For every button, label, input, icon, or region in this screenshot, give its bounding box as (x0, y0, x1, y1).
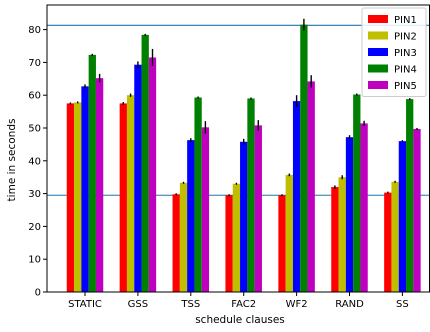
bar-PIN3-TSS (187, 140, 195, 292)
x-tick-label-STATIC: STATIC (68, 299, 102, 310)
bar-PIN2-TSS (179, 182, 188, 292)
legend-label-PIN1: PIN1 (394, 15, 417, 26)
bar-PIN3-WF2 (292, 101, 301, 292)
bar-PIN2-FAC2 (232, 183, 241, 292)
y-tick-label-20: 20 (28, 222, 41, 233)
x-tick-label-GSS: GSS (128, 299, 148, 310)
bar-PIN1-WF2 (278, 195, 286, 292)
x-tick-label-SS: SS (396, 299, 409, 310)
bar-PIN3-RAND (345, 137, 354, 292)
y-tick-label-50: 50 (28, 124, 41, 135)
bar-PIN4-WF2 (300, 24, 308, 293)
bar-PIN4-RAND (353, 94, 361, 292)
legend-label-PIN5: PIN5 (394, 81, 417, 92)
bar-PIN1-TSS (172, 194, 180, 292)
bar-PIN4-GSS (141, 34, 149, 293)
bar-PIN2-RAND (338, 177, 346, 292)
y-tick-label-30: 30 (28, 189, 41, 200)
y-tick-label-70: 70 (28, 58, 41, 69)
bar-PIN5-SS (413, 128, 421, 292)
bar-PIN1-STATIC (66, 103, 75, 293)
bar-PIN1-GSS (119, 103, 127, 293)
legend-label-PIN3: PIN3 (394, 48, 417, 59)
y-tick-label-80: 80 (28, 25, 41, 36)
legend-swatch-PIN4 (368, 64, 388, 73)
legend (361, 7, 427, 97)
x-tick-label-RAND: RAND (335, 299, 364, 310)
bar-PIN4-FAC2 (247, 98, 255, 292)
bar-PIN2-SS (391, 181, 399, 292)
x-tick-label-WF2: WF2 (286, 299, 308, 310)
legend-swatch-PIN5 (368, 81, 388, 89)
y-tick-label-60: 60 (28, 91, 41, 102)
y-tick-label-0: 0 (35, 288, 41, 299)
bar-PIN5-WF2 (307, 81, 315, 292)
bar-PIN5-TSS (201, 127, 210, 293)
x-axis-label: schedule clauses (195, 314, 285, 326)
bar-PIN5-FAC2 (254, 125, 262, 292)
bar-PIN4-TSS (194, 97, 202, 292)
bar-PIN5-STATIC (95, 78, 104, 292)
bar-PIN4-STATIC (88, 54, 96, 292)
legend-swatch-PIN3 (368, 48, 388, 56)
bar-PIN5-RAND (360, 123, 368, 293)
bar-PIN3-FAC2 (240, 141, 248, 292)
bar-PIN2-STATIC (74, 102, 82, 292)
y-tick-label-40: 40 (28, 156, 41, 167)
bar-PIN1-SS (384, 192, 392, 292)
x-tick-label-FAC2: FAC2 (231, 299, 256, 310)
x-tick-label-TSS: TSS (180, 299, 200, 310)
legend-label-PIN4: PIN4 (394, 65, 417, 76)
bar-PIN1-FAC2 (225, 195, 233, 292)
y-tick-label-10: 10 (28, 255, 41, 266)
bar-PIN2-WF2 (285, 174, 293, 292)
bar-PIN2-GSS (126, 95, 135, 292)
legend-label-PIN2: PIN2 (394, 32, 417, 43)
bar-PIN5-GSS (148, 57, 157, 293)
bar-PIN3-GSS (134, 64, 142, 292)
bar-PIN3-SS (398, 141, 407, 292)
bar-PIN4-SS (406, 99, 414, 292)
bar-PIN1-RAND (331, 187, 339, 292)
y-axis-label: time in seconds (6, 119, 18, 202)
bar-PIN3-STATIC (81, 86, 89, 293)
plot-area: 0 10 20 30 40 50 60 70 80 STATIC GSS TSS FAC2 WF2 RAND… (28, 4, 430, 310)
legend-swatch-PIN1 (368, 15, 388, 23)
legend-swatch-PIN2 (368, 31, 388, 40)
